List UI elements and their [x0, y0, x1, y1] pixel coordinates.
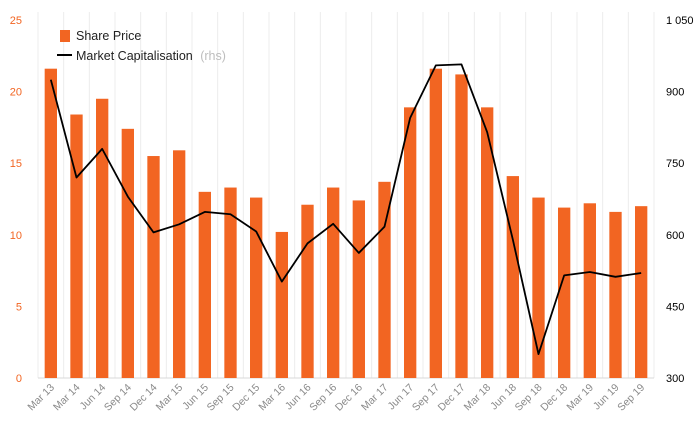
- left-axis-tick-label: 25: [10, 15, 22, 27]
- share-price-bar: [327, 187, 340, 378]
- share-price-bar: [198, 191, 211, 378]
- right-axis-tick-label: 600: [666, 230, 684, 242]
- left-axis: 0 5 10 15 20 25: [10, 15, 22, 385]
- share-price-bar: [635, 206, 648, 378]
- legend-market-cap-label: Market Capitalisation (rhs): [76, 49, 226, 63]
- x-axis-tick-label: Sep 18: [513, 382, 545, 414]
- share-price-bar: [404, 107, 417, 379]
- x-axis-tick-label: Mar 13: [25, 382, 57, 414]
- x-axis-tick-label: Dec 18: [538, 382, 570, 414]
- legend-share-price-swatch: [60, 30, 70, 42]
- x-axis-tick-label: Dec 16: [333, 382, 365, 414]
- x-axis-tick-label: Sep 16: [307, 382, 339, 414]
- left-axis-tick-label: 10: [10, 230, 22, 242]
- grid-lines: [37, 12, 655, 379]
- x-axis-tick-label: Mar 18: [462, 382, 494, 414]
- x-axis-tick-label: Sep 15: [205, 382, 237, 414]
- share-price-bar: [147, 156, 160, 378]
- share-price-bar: [455, 74, 468, 378]
- x-axis-tick-label: Mar 16: [256, 382, 288, 414]
- share-price-bar: [481, 107, 494, 379]
- share-price-bar: [224, 187, 237, 378]
- share-price-bar: [121, 128, 134, 378]
- right-axis-tick-label: 450: [666, 301, 684, 313]
- share-price-bar: [173, 150, 186, 378]
- x-axis-tick-label: Mar 19: [564, 382, 596, 414]
- x-axis-tick-label: Sep 19: [615, 382, 647, 414]
- share-price-bar: [275, 231, 288, 378]
- x-axis-tick-label: Dec 17: [436, 382, 468, 414]
- right-axis-tick-label: 1 050: [666, 15, 694, 27]
- x-axis-tick-label: Mar 15: [154, 382, 186, 414]
- left-axis-tick-label: 20: [10, 87, 22, 99]
- share-price-bar: [532, 197, 545, 378]
- share-price-bar: [44, 68, 57, 379]
- market-cap-line: [49, 63, 642, 356]
- right-axis-tick-label: 300: [666, 373, 684, 385]
- x-axis-tick-label: Dec 14: [128, 382, 160, 414]
- x-axis-tick-label: Sep 14: [102, 382, 134, 414]
- right-axis-tick-label: 750: [666, 158, 684, 170]
- legend-market-cap-suffix: (rhs): [200, 49, 226, 63]
- legend-share-price-label: Share Price: [76, 29, 141, 43]
- x-axis-tick-label: Mar 14: [51, 382, 83, 414]
- right-axis: 300 450 600 750 900 1 050: [666, 15, 694, 385]
- share-price-bar: [506, 176, 519, 378]
- share-price-bar: [609, 211, 622, 378]
- share-price-bar: [429, 68, 442, 379]
- x-axis-tick-label: Sep 17: [410, 382, 442, 414]
- x-axis-tick-label: Mar 17: [359, 382, 391, 414]
- share-price-bar: [558, 207, 571, 378]
- share-price-bars: [44, 68, 648, 379]
- left-axis-tick-label: 5: [16, 301, 22, 313]
- right-axis-tick-label: 900: [666, 87, 684, 99]
- share-price-bar: [250, 197, 263, 378]
- legend-market-cap-name: Market Capitalisation: [76, 49, 193, 63]
- x-axis-tick-label: Dec 15: [230, 382, 262, 414]
- share-price-bar: [352, 200, 365, 378]
- share-price-bar: [583, 203, 596, 378]
- left-axis-tick-label: 0: [16, 373, 22, 385]
- left-axis-tick-label: 15: [10, 158, 22, 170]
- share-price-bar: [96, 98, 109, 378]
- share-price-bar: [301, 204, 314, 378]
- legend: Share Price Market Capitalisation (rhs): [57, 29, 226, 63]
- share-price-bar: [70, 114, 83, 379]
